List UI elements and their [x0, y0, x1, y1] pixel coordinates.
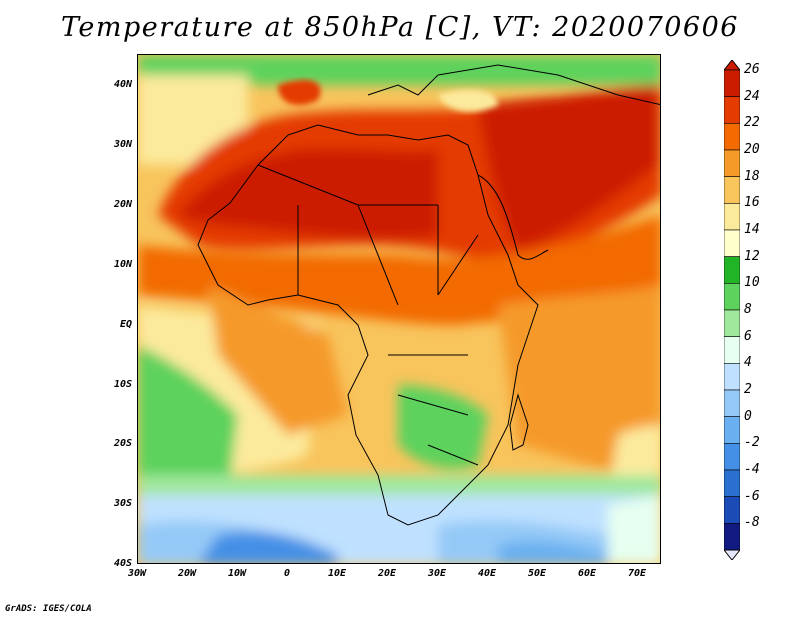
- lat-label-20S: 20S: [113, 438, 132, 449]
- colorbar-tick-label: 2: [744, 382, 752, 397]
- lon-label-60E: 60E: [577, 568, 597, 579]
- colorbar-tick-label: -6: [744, 488, 760, 504]
- colorbar-swatch: [724, 149, 740, 177]
- lon-label-20W: 20W: [177, 568, 197, 579]
- lat-label-40S: 40S: [113, 558, 132, 569]
- colorbar-tick-label: 0: [744, 408, 752, 424]
- lon-label-10W: 10W: [227, 568, 247, 579]
- colorbar-swatch: [724, 69, 740, 97]
- colorbar-tick-label: 6: [744, 328, 752, 344]
- colorbar-tick-label: 24: [744, 88, 760, 104]
- colorbar-swatch: [724, 96, 740, 124]
- lon-label-20E: 20E: [377, 568, 397, 579]
- colorbar-tick-label: 18: [744, 168, 760, 184]
- colorbar-tick-label: 22: [744, 115, 760, 131]
- lat-label-10N: 10N: [113, 259, 132, 270]
- colorbar-tick-label: 26: [744, 62, 760, 77]
- colorbar-swatch: [724, 283, 740, 311]
- temperature-map: [137, 54, 661, 564]
- colorbar-swatch: [724, 523, 740, 551]
- colorbar-swatch: [724, 469, 740, 497]
- colorbar-tick-label: 16: [744, 195, 760, 211]
- lat-label-10S: 10S: [113, 379, 132, 390]
- colorbar-swatch: [724, 363, 740, 391]
- temperature-field: [138, 55, 660, 563]
- colorbar-tick-label: 14: [744, 222, 760, 237]
- colorbar-swatch: [724, 176, 740, 204]
- lat-label-eq: EQ: [119, 319, 132, 330]
- colorbar-swatch: [724, 443, 740, 471]
- colorbar-swatch: [724, 496, 740, 524]
- lon-label-70E: 70E: [627, 568, 647, 579]
- lon-label-30W: 30W: [127, 568, 147, 579]
- colorbar-tick-label: 8: [744, 302, 752, 317]
- lon-label-40E: 40E: [477, 568, 497, 579]
- colorbar-max-arrow: [724, 60, 740, 71]
- colorbar-tick-label: 4: [744, 355, 752, 371]
- colorbar-tick-label: -8: [744, 515, 760, 531]
- lat-label-30N: 30N: [113, 139, 132, 150]
- colorbar-swatch: [724, 256, 740, 284]
- colorbar-swatch: [724, 123, 740, 151]
- colorbar-swatch: [724, 336, 740, 364]
- colorbar: [724, 60, 740, 560]
- colorbar-tick-label: 20: [744, 142, 760, 157]
- lon-label-0: 0: [283, 568, 291, 579]
- lat-label-40N: 40N: [113, 79, 132, 90]
- colorbar-tick-label: -2: [744, 435, 760, 451]
- colorbar-swatch: [724, 229, 740, 257]
- credit-text: GrADS: IGES/COLA: [5, 604, 92, 614]
- lat-label-30S: 30S: [113, 498, 132, 509]
- colorbar-min-arrow: [724, 549, 740, 560]
- colorbar-swatch: [724, 389, 740, 417]
- colorbar-tick-label: 12: [744, 248, 760, 264]
- colorbar-tick-label: 10: [744, 275, 760, 291]
- lat-label-20N: 20N: [113, 199, 132, 210]
- lon-label-50E: 50E: [527, 568, 547, 579]
- colorbar-swatch: [724, 203, 740, 231]
- colorbar-swatch: [724, 416, 740, 444]
- coastline-outline: [197, 64, 660, 526]
- colorbar-swatch: [724, 309, 740, 337]
- colorbar-tick-label: -4: [744, 462, 760, 477]
- lon-label-30E: 30E: [427, 568, 447, 579]
- map-title: Temperature at 850hPa [C], VT: 202007060…: [61, 12, 739, 43]
- lon-label-10E: 10E: [327, 568, 347, 579]
